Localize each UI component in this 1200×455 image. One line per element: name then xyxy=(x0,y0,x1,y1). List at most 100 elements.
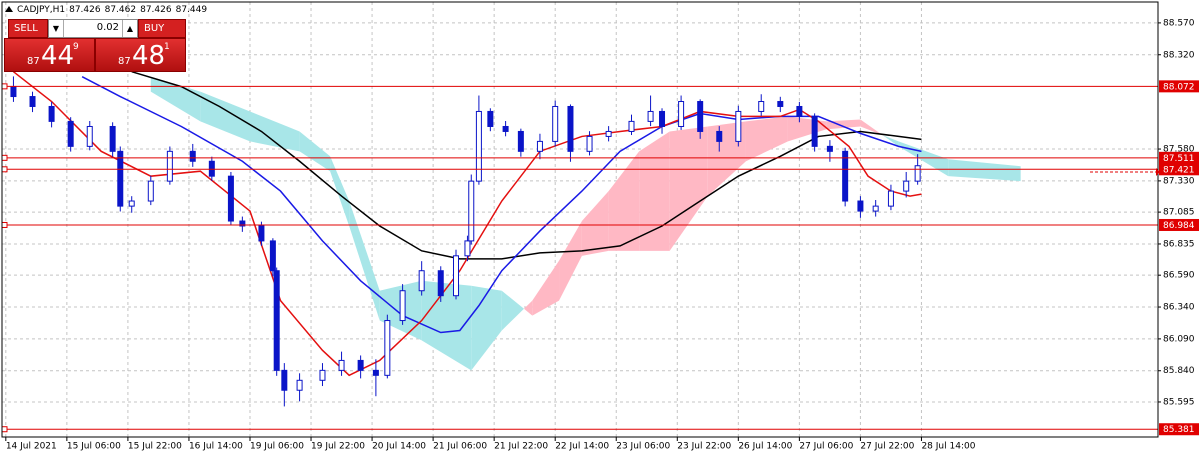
x-tick-label: 20 Jul 14:00 xyxy=(372,442,426,452)
candle-body xyxy=(567,105,574,152)
sell-price[interactable]: 87 44 9 xyxy=(4,38,95,72)
level-label-box xyxy=(1159,80,1199,93)
chart-header: CADJPY,H1 87.426 87.462 87.426 87.449 xyxy=(17,5,207,15)
cloud xyxy=(898,141,949,177)
candle-body xyxy=(552,105,559,142)
candle-body xyxy=(296,379,303,391)
buy-price-prefix: 87 xyxy=(118,56,131,67)
y-tick-label: 86.340 xyxy=(1163,303,1195,313)
candle-body xyxy=(716,130,723,142)
moving-average xyxy=(81,76,922,334)
candle-body xyxy=(842,150,849,202)
level-handle xyxy=(1,154,8,161)
lot-box[interactable]: ▼ 0.02 ▲ xyxy=(48,19,138,38)
candle-body xyxy=(697,101,704,132)
cloud xyxy=(200,91,250,142)
lot-up[interactable]: ▲ xyxy=(122,20,137,37)
sell-button[interactable]: SELL xyxy=(8,19,48,38)
candle-body xyxy=(372,369,379,376)
level-label: 87.421 xyxy=(1163,165,1195,175)
cloud xyxy=(608,151,640,251)
ask-arrow xyxy=(1156,168,1160,176)
candle-body xyxy=(109,125,116,152)
buy-button[interactable]: BUY xyxy=(138,19,186,38)
x-tick-label: 22 Jul 14:00 xyxy=(555,442,609,452)
candle-body xyxy=(399,290,406,322)
candle-body xyxy=(735,110,742,142)
x-tick-label: 14 Jul 2021 xyxy=(6,442,57,452)
candle-body xyxy=(269,240,276,272)
cloud xyxy=(826,119,861,130)
sell-price-prefix: 87 xyxy=(27,56,40,67)
header-high: 87.462 xyxy=(105,5,137,15)
cloud xyxy=(948,159,1021,182)
candle-body xyxy=(338,359,345,371)
x-tick-label: 27 Jul 22:00 xyxy=(860,442,914,452)
y-tick-label: 85.595 xyxy=(1163,397,1195,407)
x-tick-label: 19 Jul 22:00 xyxy=(311,442,365,452)
candle-body xyxy=(239,220,246,227)
y-tick-label: 87.330 xyxy=(1163,176,1195,186)
cloud xyxy=(150,76,201,122)
level-handle xyxy=(1,426,8,433)
symbol-title: CADJPY,H1 xyxy=(17,5,65,15)
candle-body xyxy=(189,150,196,162)
y-tick-label: 86.590 xyxy=(1163,271,1195,281)
candle-body xyxy=(536,140,543,152)
x-tick-label: 23 Jul 22:00 xyxy=(677,442,731,452)
buy-price[interactable]: 87 48 1 xyxy=(95,38,186,72)
candle-body xyxy=(147,180,154,202)
cloud xyxy=(330,156,350,226)
lot-down[interactable]: ▼ xyxy=(49,20,64,37)
level-label: 88.072 xyxy=(1163,82,1195,92)
candle-body xyxy=(826,145,833,152)
level-label-box xyxy=(1159,163,1199,176)
candle-body xyxy=(319,369,326,381)
buy-price-pips: 48 xyxy=(132,41,166,71)
candle-body xyxy=(487,110,494,127)
cloud xyxy=(639,131,670,251)
candle-body xyxy=(208,160,215,177)
sell-price-fraction: 9 xyxy=(73,42,79,52)
candle-body xyxy=(86,125,93,147)
level-label: 85.381 xyxy=(1163,425,1195,435)
candle-body xyxy=(258,225,265,242)
candle-body xyxy=(384,320,391,376)
cloud xyxy=(559,221,582,301)
candle-body xyxy=(418,270,425,292)
candle-body xyxy=(796,105,803,117)
x-tick-label: 16 Jul 14:00 xyxy=(189,442,243,452)
sell-price-pips: 44 xyxy=(41,41,75,71)
x-tick-label: 27 Jul 06:00 xyxy=(799,442,853,452)
candle-body xyxy=(453,255,460,297)
candle-body xyxy=(647,110,654,122)
moving-average xyxy=(131,70,922,260)
y-tick-label: 86.835 xyxy=(1163,239,1195,249)
candle-body xyxy=(872,205,879,212)
candle-body xyxy=(29,96,36,107)
level-label-box xyxy=(1159,423,1199,436)
cloud xyxy=(523,300,533,316)
cloud xyxy=(882,135,899,147)
candle-body xyxy=(678,101,685,127)
collapse-arrow[interactable] xyxy=(5,6,13,12)
level-label: 87.511 xyxy=(1163,154,1195,164)
x-tick-label: 19 Jul 06:00 xyxy=(250,442,304,452)
candle-body xyxy=(605,130,612,137)
candle-body xyxy=(227,175,234,222)
candle-body xyxy=(903,180,910,192)
buy-price-fraction: 1 xyxy=(164,42,170,52)
y-tick-label: 88.320 xyxy=(1163,50,1195,60)
lot-value[interactable]: 0.02 xyxy=(96,22,119,33)
y-tick-label: 86.090 xyxy=(1163,334,1195,344)
candle-body xyxy=(468,180,475,242)
candle-body xyxy=(464,240,471,257)
candle-body xyxy=(517,130,524,152)
candle-body xyxy=(67,120,74,147)
candle-body xyxy=(914,165,921,182)
cloud xyxy=(581,191,609,256)
candle-body xyxy=(628,120,635,132)
candle-body xyxy=(273,270,280,371)
x-tick-label: 15 Jul 06:00 xyxy=(67,442,121,452)
